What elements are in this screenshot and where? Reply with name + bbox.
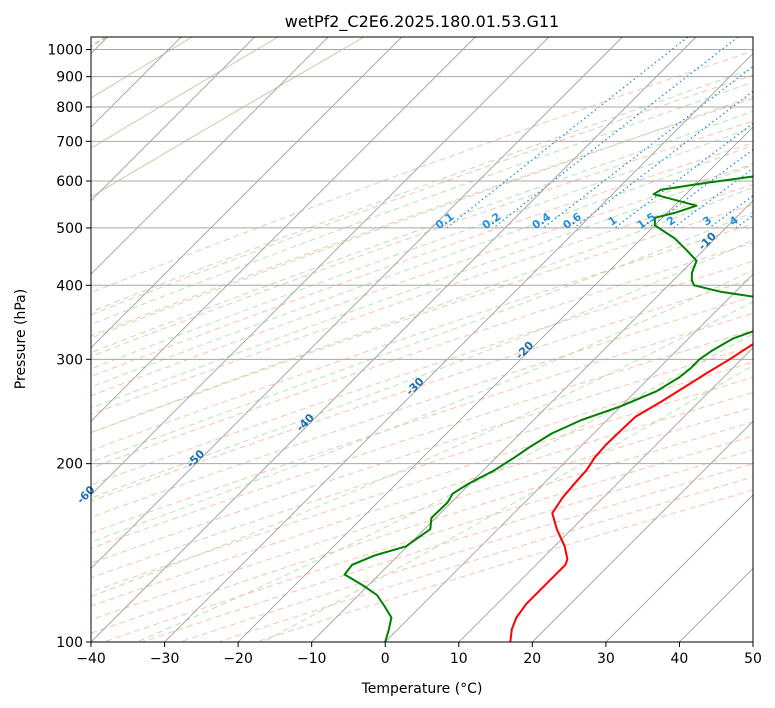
x-tick-label: 20 xyxy=(523,651,541,667)
gridlines xyxy=(91,37,753,642)
isotherm xyxy=(91,37,476,423)
y-tick-label: 200 xyxy=(56,457,83,473)
x-tick-label: −20 xyxy=(223,651,253,667)
moist-adiabat xyxy=(91,164,753,409)
mixing-ratio-line xyxy=(446,37,689,229)
x-tick-label: 10 xyxy=(450,651,468,667)
isotherm xyxy=(91,37,256,202)
dry-adiabat xyxy=(91,184,753,416)
dry-adiabat-label: -40 xyxy=(294,411,317,434)
dry-adiabat-label: -20 xyxy=(513,339,536,362)
moist-adiabat xyxy=(91,186,753,434)
dry-adiabat xyxy=(91,278,753,502)
y-tick-label: 500 xyxy=(56,221,83,237)
x-tick-label: 30 xyxy=(597,651,615,667)
y-tick-label: 800 xyxy=(56,100,83,116)
moist-adiabat xyxy=(91,81,753,326)
y-tick-label: 600 xyxy=(56,174,83,190)
moist-adiabat xyxy=(91,110,753,354)
y-tick-label: 1000 xyxy=(47,43,83,59)
dry-adiabat xyxy=(91,223,753,452)
dry-adiabat-label: -10 xyxy=(696,229,719,252)
x-tick-label: 50 xyxy=(744,651,762,667)
isotherm xyxy=(164,52,753,642)
dry-adiabat xyxy=(103,435,753,642)
tan-reference-curve xyxy=(91,37,193,99)
dry-adiabat xyxy=(91,242,753,469)
isotherm xyxy=(91,37,697,642)
mixing-ratio-label: 0.4 xyxy=(530,210,554,232)
mixing-ratio-line xyxy=(672,167,753,229)
y-tick-label: 400 xyxy=(56,278,83,294)
y-tick-label: 900 xyxy=(56,70,83,86)
mixing-ratio-label: 2 xyxy=(664,214,678,229)
mixing-ratio-line xyxy=(648,148,753,229)
dry-adiabat xyxy=(91,97,753,337)
isotherm xyxy=(237,126,753,642)
y-tick-label: 700 xyxy=(56,134,83,150)
profile-line xyxy=(509,342,753,642)
tan-reference-curve xyxy=(91,37,279,149)
isotherm xyxy=(458,347,753,642)
isotherm xyxy=(605,494,753,642)
mixing-ratio-label: 4 xyxy=(727,213,741,228)
dry-adiabat xyxy=(91,295,753,518)
x-tick-label: −30 xyxy=(150,651,180,667)
plot-frame xyxy=(90,36,754,643)
dry-adiabat xyxy=(91,74,753,316)
x-axis-label: Temperature (°C) xyxy=(361,681,483,697)
x-tick-label: 0 xyxy=(381,651,390,667)
isotherm xyxy=(91,37,623,570)
x-tick-label: −10 xyxy=(297,651,327,667)
mixing-ratio-line xyxy=(573,90,753,229)
axis-ticks: −40 −30 −20 −10 0 10 20 30 40 50 1000 900 800 700 600 5… xyxy=(47,43,762,667)
isotherm xyxy=(531,420,753,642)
mixing-ratio-label: 0.2 xyxy=(480,210,503,232)
dry-adiabat xyxy=(91,142,753,377)
isotherm xyxy=(679,567,753,642)
dry-adiabat xyxy=(179,463,753,642)
dry-adiabat-label: -60 xyxy=(74,483,97,506)
dry-adiabat-label: -30 xyxy=(403,375,426,398)
y-tick-label: 300 xyxy=(56,352,83,368)
moist-adiabat xyxy=(91,211,753,463)
isotherm xyxy=(752,641,753,642)
isotherm xyxy=(91,37,329,275)
mixing-ratio-line xyxy=(493,37,739,229)
x-tick-label: 40 xyxy=(670,651,688,667)
profile-lines xyxy=(343,175,753,642)
dry-adiabat xyxy=(217,476,753,642)
moist-adiabat xyxy=(136,333,753,642)
isotherm xyxy=(91,37,403,349)
isotherm xyxy=(91,37,550,496)
mixing-ratio-label: 1.5 xyxy=(635,210,658,232)
dry-adiabat xyxy=(91,329,753,549)
moist-adiabat xyxy=(262,364,753,642)
moist-adiabat xyxy=(91,144,753,388)
moist-adiabat xyxy=(91,126,753,370)
moist-adiabat xyxy=(91,68,753,313)
mixing-ratio-label: 0.6 xyxy=(560,210,584,232)
y-axis-label: Pressure (hPa) xyxy=(13,289,29,389)
isotherm xyxy=(384,273,753,642)
dry-adiabat xyxy=(91,376,753,593)
x-tick-label: −40 xyxy=(76,651,106,667)
chart-title: wetPf2_C2E6.2025.180.01.53.G11 xyxy=(285,12,559,32)
moist-adiabat xyxy=(91,95,753,339)
y-tick-label: 100 xyxy=(56,635,83,651)
dry-adiabat xyxy=(91,163,753,397)
dry-adiabat xyxy=(91,50,753,294)
profile-line xyxy=(343,175,753,642)
